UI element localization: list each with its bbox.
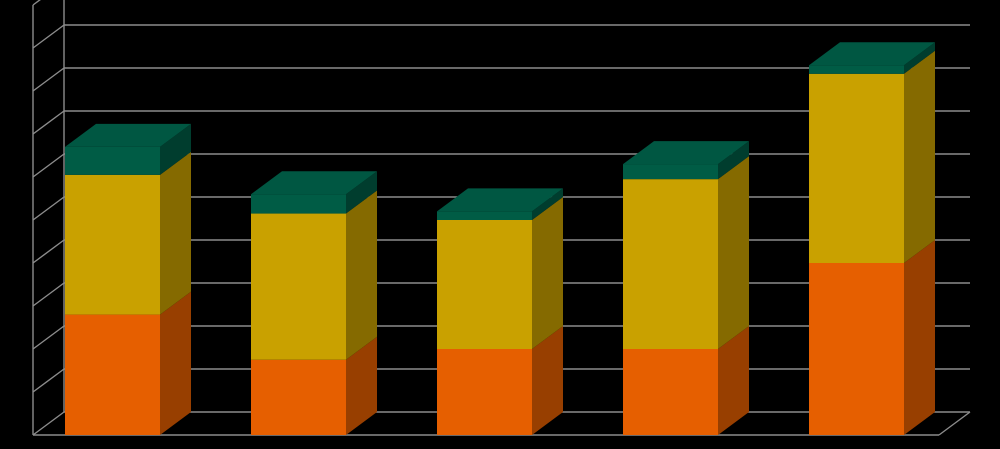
- bar-front: [437, 349, 532, 435]
- bar-top: [809, 42, 935, 66]
- bar-side: [904, 240, 935, 435]
- side-gridline: [32, 153, 65, 178]
- bar-front: [251, 359, 346, 435]
- bar-segment: [437, 197, 563, 349]
- bar-side: [160, 291, 191, 435]
- bar-front: [809, 263, 904, 435]
- bar-front: [437, 211, 532, 220]
- bar-segment: [65, 291, 191, 435]
- bar-front: [437, 220, 532, 349]
- side-gridline: [32, 110, 65, 135]
- bar-segment: [65, 123, 191, 175]
- bar-side: [718, 326, 749, 435]
- bar-side: [346, 336, 377, 435]
- bar-top: [623, 141, 749, 165]
- bar-segment: [251, 190, 377, 360]
- bar-front: [623, 164, 718, 180]
- bar-side: [532, 188, 563, 220]
- bar-segment: [809, 240, 935, 435]
- bar-side: [532, 197, 563, 349]
- bar-top: [65, 123, 191, 147]
- bar-side: [160, 151, 191, 315]
- bar-segment: [437, 326, 563, 435]
- bar-segment: [251, 171, 377, 214]
- bar-segment: [809, 42, 935, 74]
- bar-top: [251, 171, 377, 195]
- chart-bars: [65, 42, 935, 435]
- bar-front: [65, 174, 160, 315]
- floor-right-edge: [938, 411, 971, 436]
- bar-side: [718, 156, 749, 349]
- side-gridline: [32, 239, 65, 264]
- bar-segment: [437, 188, 563, 220]
- bar-segment: [251, 336, 377, 435]
- bar-side: [532, 326, 563, 435]
- side-gridline: [32, 0, 41, 6]
- bar-front: [65, 314, 160, 435]
- bar-segment: [623, 156, 749, 349]
- side-gridline: [32, 368, 65, 393]
- bar-top: [437, 188, 563, 212]
- bar-front: [251, 213, 346, 360]
- bar-front: [809, 65, 904, 74]
- side-gridline: [32, 282, 65, 307]
- bar-front: [623, 179, 718, 349]
- bar-side: [718, 141, 749, 180]
- bar-front: [251, 194, 346, 214]
- side-gridline: [32, 325, 65, 350]
- bar-segment: [623, 326, 749, 435]
- side-gridline: [32, 24, 65, 49]
- bar-segment: [623, 141, 749, 180]
- bar-side: [160, 123, 191, 175]
- bar-segment: [809, 50, 935, 263]
- bar-front: [623, 349, 718, 435]
- bar-side: [346, 171, 377, 214]
- side-gridline: [32, 411, 65, 436]
- bar-front: [65, 146, 160, 175]
- bar-segment: [65, 151, 191, 315]
- bar-front: [809, 73, 904, 263]
- bar-side: [346, 190, 377, 360]
- side-gridline: [32, 67, 65, 92]
- side-gridline: [32, 196, 65, 221]
- bar-side: [904, 50, 935, 263]
- bar-side: [904, 42, 935, 74]
